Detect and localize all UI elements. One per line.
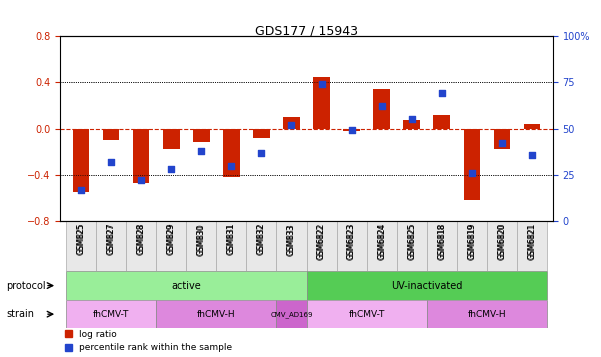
FancyBboxPatch shape	[186, 221, 216, 271]
FancyBboxPatch shape	[66, 300, 156, 328]
Point	[467, 170, 477, 176]
Point	[497, 141, 507, 146]
Text: CMV_AD169: CMV_AD169	[270, 311, 313, 317]
Legend: log ratio, percentile rank within the sample: log ratio, percentile rank within the sa…	[65, 330, 232, 352]
Text: GSM6818: GSM6818	[438, 224, 446, 260]
Text: fhCMV-H: fhCMV-H	[468, 310, 506, 319]
Text: GSM831: GSM831	[227, 223, 236, 255]
Bar	[73, 129, 90, 192]
Point	[166, 166, 176, 172]
Point	[317, 81, 326, 87]
Text: strain: strain	[6, 309, 34, 319]
Text: GSM6820: GSM6820	[498, 223, 506, 259]
Bar	[433, 115, 450, 129]
Text: GSM825: GSM825	[77, 224, 85, 256]
Text: GSM6823: GSM6823	[347, 223, 356, 259]
Text: GSM6821: GSM6821	[528, 223, 536, 259]
Text: GSM6823: GSM6823	[347, 224, 356, 260]
Text: fhCMV-T: fhCMV-T	[93, 310, 129, 319]
FancyBboxPatch shape	[276, 221, 307, 271]
Text: GSM829: GSM829	[167, 223, 175, 255]
Bar	[403, 120, 420, 129]
FancyBboxPatch shape	[126, 221, 156, 271]
Point	[437, 90, 447, 96]
Text: UV-inactivated: UV-inactivated	[391, 281, 462, 291]
Text: GSM6821: GSM6821	[528, 224, 536, 260]
Text: GSM6822: GSM6822	[317, 223, 326, 259]
Bar	[493, 129, 510, 149]
FancyBboxPatch shape	[216, 221, 246, 271]
Text: GSM827: GSM827	[107, 224, 115, 256]
Point	[407, 116, 416, 122]
Point	[197, 148, 206, 154]
Text: GSM6824: GSM6824	[377, 223, 386, 259]
Bar	[103, 129, 120, 140]
Text: GSM6825: GSM6825	[407, 223, 416, 259]
FancyBboxPatch shape	[96, 221, 126, 271]
Text: GSM831: GSM831	[227, 224, 236, 256]
Text: GSM828: GSM828	[137, 223, 145, 254]
FancyBboxPatch shape	[427, 221, 457, 271]
FancyBboxPatch shape	[307, 271, 547, 300]
Text: GSM829: GSM829	[167, 224, 175, 256]
Text: GSM832: GSM832	[257, 224, 266, 256]
FancyBboxPatch shape	[246, 221, 276, 271]
Text: GSM6825: GSM6825	[407, 224, 416, 260]
Point	[106, 159, 116, 165]
Point	[76, 187, 86, 193]
Text: GSM832: GSM832	[257, 223, 266, 255]
Text: GSM833: GSM833	[287, 224, 296, 256]
FancyBboxPatch shape	[307, 300, 427, 328]
Text: GDS177 / 15943: GDS177 / 15943	[255, 25, 358, 38]
FancyBboxPatch shape	[66, 221, 96, 271]
Text: GSM830: GSM830	[197, 223, 206, 255]
Text: GSM6822: GSM6822	[317, 224, 326, 260]
Text: GSM827: GSM827	[107, 223, 115, 255]
Text: fhCMV-T: fhCMV-T	[349, 310, 385, 319]
FancyBboxPatch shape	[66, 271, 307, 300]
Text: GSM6818: GSM6818	[438, 223, 446, 259]
FancyBboxPatch shape	[337, 221, 367, 271]
FancyBboxPatch shape	[397, 221, 427, 271]
FancyBboxPatch shape	[487, 221, 517, 271]
Text: GSM6820: GSM6820	[498, 224, 506, 260]
Bar	[343, 129, 360, 131]
Text: GSM830: GSM830	[197, 224, 206, 256]
FancyBboxPatch shape	[427, 300, 547, 328]
Bar	[193, 129, 210, 142]
FancyBboxPatch shape	[307, 221, 337, 271]
Bar	[373, 89, 390, 129]
Text: protocol: protocol	[6, 281, 46, 291]
Bar	[133, 129, 150, 183]
Point	[347, 127, 356, 133]
Text: GSM825: GSM825	[77, 223, 85, 255]
FancyBboxPatch shape	[156, 221, 186, 271]
Point	[527, 152, 537, 157]
Text: GSM6819: GSM6819	[468, 223, 476, 259]
Point	[136, 178, 146, 183]
FancyBboxPatch shape	[367, 221, 397, 271]
Text: GSM828: GSM828	[137, 224, 145, 255]
Bar	[463, 129, 480, 200]
Point	[257, 150, 266, 156]
Bar	[313, 77, 330, 129]
Bar	[523, 124, 540, 129]
Point	[287, 122, 296, 128]
FancyBboxPatch shape	[156, 300, 276, 328]
FancyBboxPatch shape	[457, 221, 487, 271]
Bar	[223, 129, 240, 177]
Point	[377, 104, 386, 109]
Bar	[283, 117, 300, 129]
Text: GSM833: GSM833	[287, 223, 296, 255]
Text: GSM6824: GSM6824	[377, 224, 386, 260]
FancyBboxPatch shape	[276, 300, 307, 328]
Text: fhCMV-H: fhCMV-H	[197, 310, 236, 319]
Bar	[163, 129, 180, 149]
Text: GSM6819: GSM6819	[468, 224, 476, 260]
Bar	[253, 129, 270, 138]
Text: active: active	[171, 281, 201, 291]
FancyBboxPatch shape	[517, 221, 547, 271]
Point	[227, 163, 236, 169]
